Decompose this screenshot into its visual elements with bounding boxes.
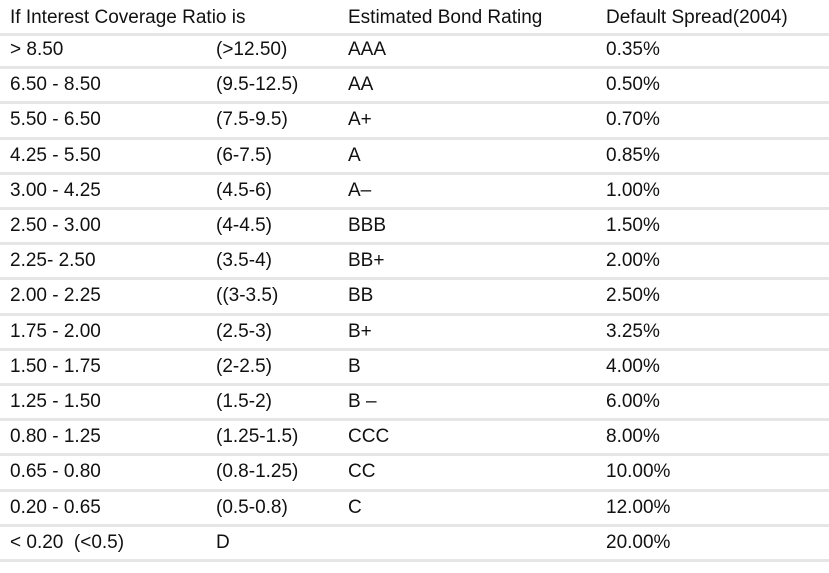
row-separator xyxy=(0,418,829,421)
cell-spread: 10.00% xyxy=(606,461,671,482)
cell-coverage: 2.50 - 3.00 xyxy=(10,215,101,236)
cell-range: D xyxy=(216,532,230,553)
cell-rating: CC xyxy=(348,461,376,482)
cell-rating: AA xyxy=(348,74,374,95)
row-separator xyxy=(0,348,829,351)
cell-range: (2-2.5) xyxy=(216,356,272,377)
cell-coverage: < 0.20 (<0.5) xyxy=(10,532,125,553)
row-separator xyxy=(0,66,829,69)
cell-range: ((3-3.5) xyxy=(216,285,279,306)
cell-range: (2.5-3) xyxy=(216,321,272,342)
row-separator xyxy=(0,453,829,456)
cell-coverage: 0.80 - 1.25 xyxy=(10,426,101,447)
cell-spread: 0.35% xyxy=(606,39,660,60)
cell-rating: BBB xyxy=(348,215,387,236)
cell-spread: 3.25% xyxy=(606,321,660,342)
cell-coverage: 1.50 - 1.75 xyxy=(10,356,101,377)
cell-rating: C xyxy=(348,497,362,518)
cell-range: (0.8-1.25) xyxy=(216,461,299,482)
cell-spread: 2.00% xyxy=(606,250,660,271)
cell-spread: 12.00% xyxy=(606,497,671,518)
cell-spread: 6.00% xyxy=(606,391,660,412)
cell-coverage: 2.25- 2.50 xyxy=(10,250,96,271)
cell-rating: A xyxy=(348,145,361,166)
cell-range: (6-7.5) xyxy=(216,145,272,166)
row-separator xyxy=(0,172,829,175)
row-separator xyxy=(0,489,829,492)
cell-coverage: 2.00 - 2.25 xyxy=(10,285,101,306)
cell-rating: BB+ xyxy=(348,250,385,271)
cell-spread: 1.50% xyxy=(606,215,660,236)
row-separator xyxy=(0,242,829,245)
row-separator xyxy=(0,137,829,140)
cell-range: (9.5-12.5) xyxy=(216,74,299,95)
row-separator xyxy=(0,313,829,316)
cell-spread: 0.70% xyxy=(606,109,660,130)
cell-coverage: 5.50 - 6.50 xyxy=(10,109,101,130)
cell-spread: 0.50% xyxy=(606,74,660,95)
row-separator xyxy=(0,33,829,36)
cell-rating: BB xyxy=(348,285,374,306)
header-rating: Estimated Bond Rating xyxy=(348,7,543,28)
cell-rating: B – xyxy=(348,391,377,412)
cell-coverage: 0.20 - 0.65 xyxy=(10,497,101,518)
cell-range: (1.25-1.5) xyxy=(216,426,299,447)
row-separator xyxy=(0,101,829,104)
cell-range: (4-4.5) xyxy=(216,215,272,236)
cell-coverage: 0.65 - 0.80 xyxy=(10,461,101,482)
cell-range: (7.5-9.5) xyxy=(216,109,288,130)
cell-spread: 8.00% xyxy=(606,426,660,447)
cell-spread: 20.00% xyxy=(606,532,671,553)
header-coverage: If Interest Coverage Ratio is xyxy=(10,7,246,28)
row-separator xyxy=(0,277,829,280)
cell-rating: A+ xyxy=(348,109,372,130)
cell-spread: 4.00% xyxy=(606,356,660,377)
header-spread: Default Spread(2004) xyxy=(606,7,788,28)
cell-rating: B+ xyxy=(348,321,372,342)
cell-coverage: 3.00 - 4.25 xyxy=(10,180,101,201)
cell-coverage: 4.25 - 5.50 xyxy=(10,145,101,166)
cell-coverage: 1.25 - 1.50 xyxy=(10,391,101,412)
cell-coverage: 6.50 - 8.50 xyxy=(10,74,101,95)
row-separator xyxy=(0,207,829,210)
cell-coverage: 1.75 - 2.00 xyxy=(10,321,101,342)
cell-rating: B xyxy=(348,356,361,377)
cell-rating: AAA xyxy=(348,39,387,60)
cell-spread: 2.50% xyxy=(606,285,660,306)
cell-range: (1.5-2) xyxy=(216,391,272,412)
row-separator xyxy=(0,383,829,386)
cell-range: (4.5-6) xyxy=(216,180,272,201)
cell-coverage: > 8.50 xyxy=(10,39,64,60)
cell-range: (0.5-0.8) xyxy=(216,497,288,518)
cell-rating: CCC xyxy=(348,426,390,447)
cell-range: (>12.50) xyxy=(216,39,288,60)
row-separator xyxy=(0,524,829,527)
cell-rating: A– xyxy=(348,180,372,201)
row-separator xyxy=(0,559,829,562)
cell-spread: 1.00% xyxy=(606,180,660,201)
cell-spread: 0.85% xyxy=(606,145,660,166)
cell-range: (3.5-4) xyxy=(216,250,272,271)
